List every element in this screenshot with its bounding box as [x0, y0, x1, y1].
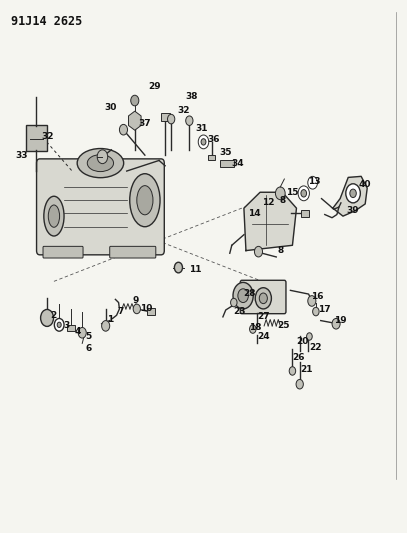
Circle shape: [186, 116, 193, 125]
Circle shape: [313, 308, 319, 316]
Circle shape: [255, 288, 271, 309]
Text: 6: 6: [85, 344, 92, 353]
FancyBboxPatch shape: [26, 125, 47, 151]
Circle shape: [306, 333, 312, 340]
Circle shape: [296, 379, 303, 389]
Ellipse shape: [77, 149, 124, 177]
Text: 8: 8: [277, 246, 283, 255]
Text: 15: 15: [286, 188, 299, 197]
Circle shape: [301, 190, 306, 197]
Polygon shape: [333, 176, 367, 216]
Text: 34: 34: [232, 159, 244, 167]
Circle shape: [57, 322, 61, 327]
Circle shape: [289, 367, 295, 375]
Text: 12: 12: [262, 198, 274, 207]
FancyBboxPatch shape: [240, 280, 286, 314]
Ellipse shape: [48, 205, 59, 227]
Text: 5: 5: [85, 332, 92, 341]
Bar: [147, 309, 155, 315]
Circle shape: [97, 150, 108, 164]
Text: 24: 24: [257, 332, 269, 341]
Text: 19: 19: [334, 316, 346, 325]
Text: 25: 25: [277, 321, 290, 330]
Text: 40: 40: [359, 180, 372, 189]
Text: 20: 20: [296, 337, 309, 346]
Text: 4: 4: [74, 327, 81, 336]
Text: 17: 17: [318, 305, 331, 314]
Text: 26: 26: [292, 353, 305, 362]
Circle shape: [55, 318, 64, 331]
Text: 21: 21: [300, 366, 313, 374]
Circle shape: [168, 114, 175, 124]
Circle shape: [238, 289, 248, 303]
Text: 28: 28: [244, 288, 256, 297]
Text: 7: 7: [118, 307, 124, 316]
Text: 32: 32: [42, 132, 54, 141]
Circle shape: [308, 296, 316, 306]
Text: 23: 23: [234, 307, 246, 316]
Circle shape: [332, 318, 340, 329]
Circle shape: [346, 184, 360, 203]
FancyBboxPatch shape: [43, 246, 83, 258]
Bar: [208, 155, 215, 160]
Circle shape: [119, 124, 127, 135]
Circle shape: [174, 262, 182, 273]
Text: 32: 32: [177, 106, 190, 115]
Text: 39: 39: [347, 206, 359, 215]
Circle shape: [78, 327, 86, 338]
Circle shape: [41, 310, 54, 326]
Circle shape: [133, 304, 140, 314]
Circle shape: [198, 135, 209, 149]
Circle shape: [350, 189, 356, 198]
Bar: [67, 325, 74, 331]
Text: 18: 18: [249, 323, 261, 332]
Text: 11: 11: [189, 265, 201, 273]
Circle shape: [233, 282, 253, 309]
Text: 37: 37: [138, 119, 151, 128]
Ellipse shape: [87, 155, 114, 172]
Circle shape: [201, 139, 206, 145]
Circle shape: [249, 325, 256, 333]
Text: 13: 13: [309, 177, 321, 186]
Text: 10: 10: [140, 304, 152, 313]
Text: 8: 8: [279, 196, 285, 205]
Circle shape: [259, 293, 267, 304]
Ellipse shape: [44, 196, 64, 236]
Text: 33: 33: [15, 151, 28, 160]
Text: 30: 30: [104, 103, 117, 112]
Ellipse shape: [137, 185, 153, 215]
Text: 2: 2: [50, 311, 56, 320]
Text: 22: 22: [310, 343, 322, 352]
Circle shape: [254, 246, 263, 257]
Text: 16: 16: [311, 292, 324, 301]
Circle shape: [131, 95, 139, 106]
Text: 31: 31: [195, 124, 208, 133]
Text: 27: 27: [257, 312, 269, 321]
Text: 14: 14: [248, 209, 260, 218]
Text: 1: 1: [107, 315, 113, 324]
Text: 35: 35: [219, 148, 232, 157]
Text: 9: 9: [132, 296, 139, 305]
Text: 91J14 2625: 91J14 2625: [11, 14, 83, 28]
Text: 3: 3: [63, 321, 69, 330]
FancyBboxPatch shape: [37, 159, 164, 255]
Circle shape: [298, 186, 309, 201]
Bar: [220, 160, 234, 167]
Text: 29: 29: [149, 82, 161, 91]
Circle shape: [276, 187, 285, 200]
Circle shape: [231, 298, 237, 307]
Circle shape: [308, 176, 317, 189]
FancyBboxPatch shape: [110, 246, 156, 258]
Bar: [301, 210, 309, 217]
Bar: [161, 113, 170, 120]
Text: 38: 38: [185, 92, 198, 101]
Ellipse shape: [130, 174, 160, 227]
Text: 36: 36: [207, 135, 220, 144]
Circle shape: [102, 320, 110, 331]
Polygon shape: [244, 192, 296, 251]
